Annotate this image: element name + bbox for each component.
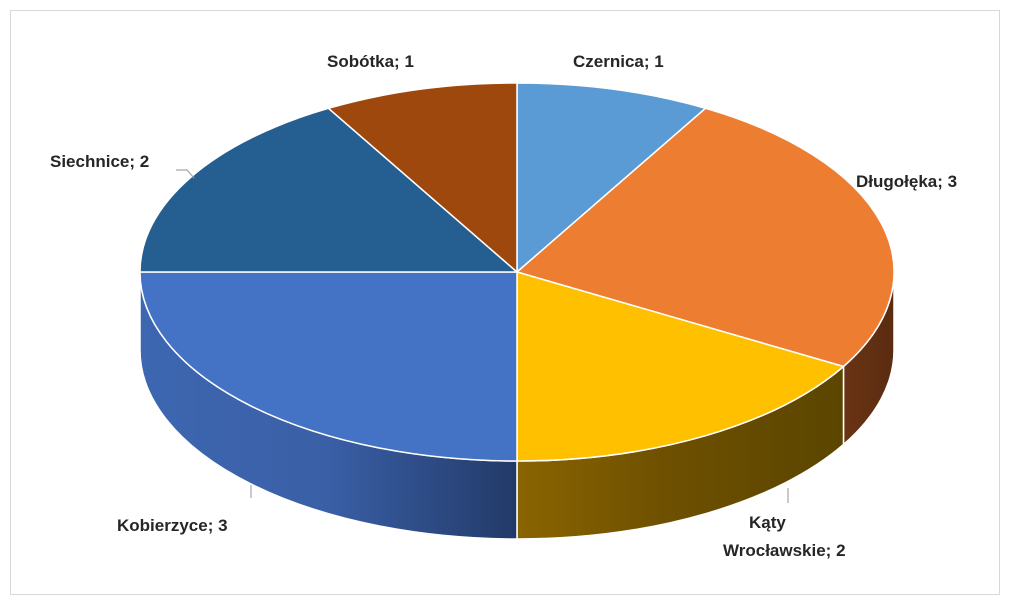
pie-slice-sobótka[interactable] [327, 82, 518, 273]
pie-slice-kąty-wrocławskie[interactable] [516, 271, 845, 462]
pie-slice-długołęka[interactable] [516, 107, 895, 368]
pie-slice-kobierzyce[interactable] [139, 271, 518, 462]
leader-siechnice [176, 169, 195, 179]
leader-lines [176, 169, 789, 503]
pie-slice-czernica[interactable] [516, 82, 707, 273]
pie-slices [139, 82, 895, 462]
label-czernica: Czernica; 1 [573, 52, 664, 71]
label-sobotka: Sobótka; 1 [327, 52, 414, 71]
pie-slice-siechnice[interactable] [139, 107, 518, 273]
label-dlugoleka: Długołęka; 3 [856, 172, 957, 191]
label-siechnice: Siechnice; 2 [50, 152, 149, 171]
label-kobierzyce: Kobierzyce; 3 [117, 516, 228, 535]
label-katy-line2: Wrocławskie; 2 [723, 541, 846, 560]
label-katy-line1: Kąty [749, 513, 786, 532]
